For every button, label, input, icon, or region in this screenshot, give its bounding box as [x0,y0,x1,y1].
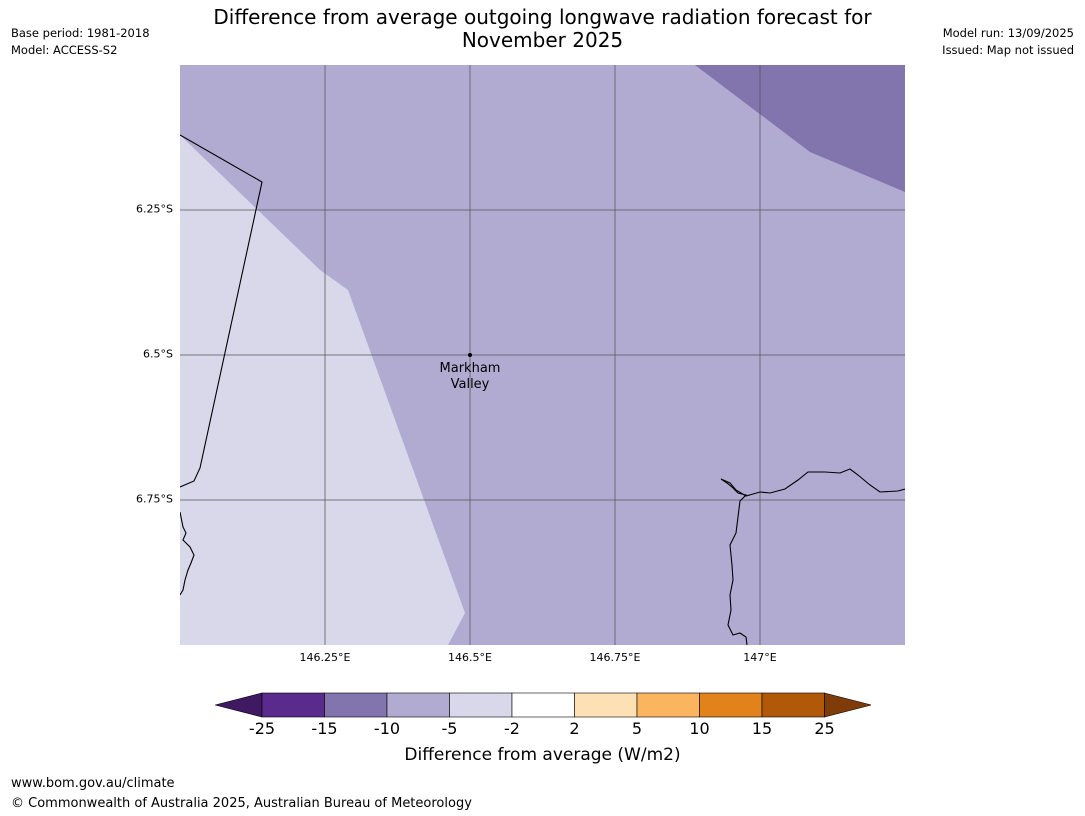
colorbar-box--2-to-2 [511,692,575,718]
lon-label-146-25: 146.25°E [299,651,351,664]
lat-label-6-5: 6.5°S [143,347,173,361]
coastline-west [180,511,195,596]
colorbar-tick-label: -10 [373,719,401,738]
place-marker [468,353,472,357]
colorbar-box-15-to-25 [761,692,825,718]
map-title: Difference from average outgoing longwav… [0,6,1085,52]
colorbar-tick-label: -15 [311,719,338,738]
colorbar-tick-label: -2 [504,719,520,738]
lon-label-147: 147°E [743,651,777,664]
meta-left: Base period: 1981-2018 Model: ACCESS-S2 [11,25,150,59]
meta-right: Model run: 13/09/2025 Issued: Map not is… [942,25,1074,59]
colorbar-tick-label: 5 [631,719,643,738]
map-canvas: Markham Valley [180,65,905,645]
colorbar-tick-label: 2 [569,719,580,738]
colorbar-box--25-to--15 [261,692,325,718]
colorbar-extend-high [824,692,871,718]
place-name-line-2: Valley [451,377,490,392]
colorbar-label: Difference from average (W/m2) [404,745,681,765]
colorbar-extend-low [215,692,263,718]
dark-purple-region [695,65,905,192]
colorbar-tick-label: 25 [814,719,835,738]
border-line [180,134,263,488]
map-title-line-1: Difference from average outgoing longwav… [213,5,872,29]
colorbar-box--5-to--2 [449,692,513,718]
colorbar [215,692,871,718]
colorbar-box--15-to--10 [324,692,388,718]
colorbar-tick-label: -5 [441,719,458,738]
footer-url[interactable]: www.bom.gov.au/climate [11,776,175,791]
model-text: Model: ACCESS-S2 [11,43,118,57]
footer-copyright: © Commonwealth of Australia 2025, Austra… [11,796,472,811]
lat-label-6-75: 6.75°S [136,492,173,506]
colorbar-box-2-to-5 [574,692,638,718]
colorbar-tick-label: -25 [248,719,276,738]
coastline-east [720,468,905,645]
colorbar-tick-label: 15 [751,719,773,738]
issued-text: Issued: Map not issued [942,43,1074,57]
base-period-text: Base period: 1981-2018 [11,26,150,40]
place-name-line-1: Markham [440,361,501,376]
lon-label-146-5: 146.5°E [448,651,492,664]
map-title-line-2: November 2025 [461,28,624,52]
colorbar-box-10-to-15 [699,692,763,718]
map-gridlines [180,65,905,645]
light-lavender-region [180,135,465,645]
lon-label-146-75: 146.75°E [589,651,641,664]
colorbar-box--10-to--5 [386,692,450,718]
colorbar-box-5-to-10 [636,692,700,718]
model-run-text: Model run: 13/09/2025 [942,26,1074,40]
lat-label-6-25: 6.25°S [136,202,173,216]
map-boundaries [180,134,905,645]
colorbar-tick-label: 10 [689,719,710,738]
